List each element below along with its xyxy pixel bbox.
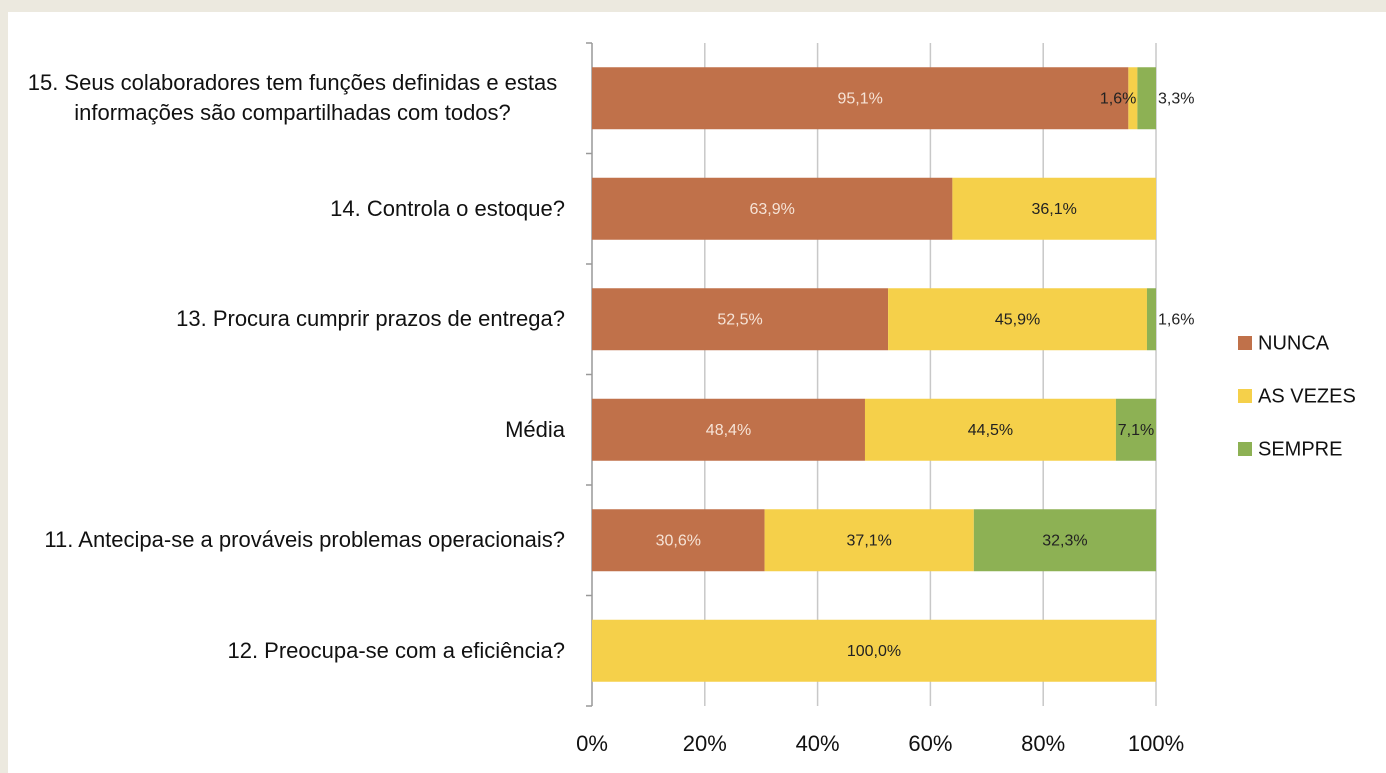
bar-segment: [864, 398, 1116, 461]
bar-segment: [764, 509, 974, 572]
bar-segment: [1128, 67, 1138, 130]
data-label: 1,6%: [1158, 311, 1194, 328]
category-text: 14. Controla o estoque?: [330, 195, 565, 221]
bar-segment: [592, 619, 1156, 682]
bar-segment: [592, 177, 953, 240]
data-label: 100,0%: [847, 643, 901, 660]
category-label: 12. Preocupa-se com a eficiência?: [20, 636, 565, 666]
category-label: Média: [20, 415, 565, 445]
bar-segment: [592, 288, 889, 351]
category-label: 15. Seus colaboradores tem funções defin…: [20, 68, 565, 128]
category-text: 12. Preocupa-se com a eficiência?: [227, 637, 565, 663]
data-label: 52,5%: [717, 311, 762, 328]
data-label: 30,6%: [656, 532, 701, 549]
data-label: 63,9%: [750, 201, 795, 218]
bar-segment: [952, 177, 1156, 240]
bar-segment: [888, 288, 1147, 351]
data-label: 7,1%: [1118, 422, 1154, 439]
data-label: 48,4%: [706, 422, 751, 439]
x-tick-label: 60%: [908, 731, 952, 756]
x-tick-label: 100%: [1128, 731, 1184, 756]
legend-swatch: [1238, 389, 1252, 403]
x-tick-label: 80%: [1021, 731, 1065, 756]
legend-swatch: [1238, 442, 1252, 456]
bar-segment: [1146, 288, 1156, 351]
data-label: 44,5%: [968, 422, 1013, 439]
bar-segment: [592, 67, 1129, 130]
x-tick-label: 20%: [683, 731, 727, 756]
bar-segment: [973, 509, 1156, 572]
x-tick-label: 40%: [796, 731, 840, 756]
data-label: 36,1%: [1032, 201, 1077, 218]
bar-segment: [1115, 398, 1156, 461]
legend-swatch: [1238, 336, 1252, 350]
data-label: 32,3%: [1042, 532, 1087, 549]
legend-label: NUNCA: [1258, 332, 1330, 354]
data-label: 95,1%: [837, 90, 882, 107]
data-label: 1,6%: [1100, 90, 1136, 107]
data-label: 45,9%: [995, 311, 1040, 328]
data-label: 3,3%: [1158, 90, 1194, 107]
x-tick-label: 0%: [576, 731, 608, 756]
category-text: 15. Seus colaboradores tem funções defin…: [27, 70, 558, 126]
data-label: 37,1%: [847, 532, 892, 549]
category-label: 13. Procura cumprir prazos de entrega?: [20, 304, 565, 334]
category-label: 11. Antecipa-se a prováveis problemas op…: [20, 525, 565, 555]
legend-label: AS VEZES: [1258, 385, 1356, 407]
category-text: 11. Antecipa-se a prováveis problemas op…: [44, 527, 565, 553]
bar-segment: [592, 509, 765, 572]
category-text: Média: [505, 416, 565, 442]
legend-label: SEMPRE: [1258, 438, 1342, 460]
bar-segment: [1137, 67, 1156, 130]
category-text: 13. Procura cumprir prazos de entrega?: [176, 306, 565, 332]
category-label: 14. Controla o estoque?: [20, 194, 565, 224]
bar-segment: [592, 398, 865, 461]
